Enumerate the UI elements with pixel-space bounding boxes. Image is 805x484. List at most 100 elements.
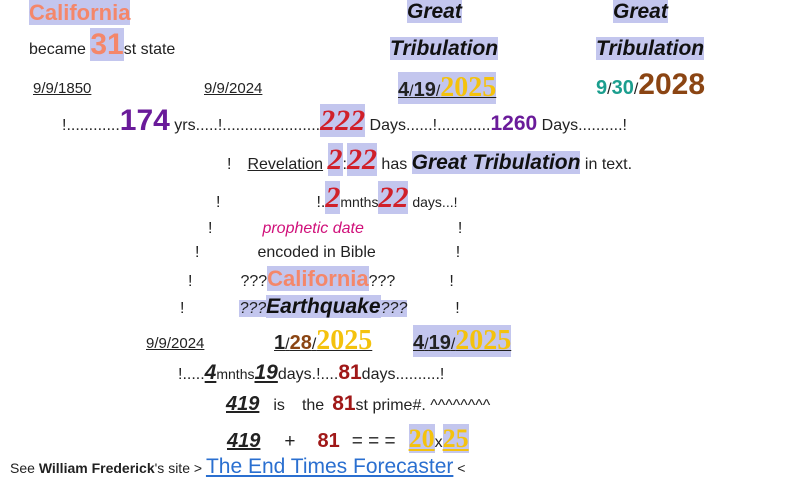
text: California xyxy=(267,266,369,291)
line: Tribulation xyxy=(390,37,499,61)
text: 2028 xyxy=(638,68,706,101)
text: ??? xyxy=(240,273,268,290)
text: 22 xyxy=(378,181,409,214)
text: 30 xyxy=(611,77,634,99)
text: 28 xyxy=(289,332,312,354)
text: / xyxy=(450,336,456,353)
text: 9/9/2024 xyxy=(146,335,205,352)
line: ! ???California???! xyxy=(188,266,454,291)
text: 22 xyxy=(346,143,377,176)
text: 4 xyxy=(204,361,217,384)
text: William Frederick xyxy=(38,460,155,476)
text: See xyxy=(10,460,39,476)
line: 9/9/1850 xyxy=(33,80,91,97)
text: 's site > xyxy=(154,460,206,476)
text: < xyxy=(453,460,466,476)
text: Great Tribulation xyxy=(411,151,581,174)
text: ! xyxy=(449,273,454,290)
text: 419 xyxy=(227,430,261,452)
text: ??? xyxy=(368,273,396,290)
text: ??? xyxy=(239,300,267,317)
link[interactable]: The End Times Forecaster xyxy=(205,455,454,478)
text: has xyxy=(376,156,412,173)
text: California xyxy=(29,0,131,25)
text: !..... xyxy=(178,366,205,383)
text: the xyxy=(301,397,325,414)
text: 2 xyxy=(325,181,341,214)
line: ! Revelation 2:22 has Great Tribulation i… xyxy=(227,143,632,178)
line: Great xyxy=(613,0,668,24)
text: + xyxy=(284,431,296,452)
line: !.....4mnths19days.!....81days..........… xyxy=(178,361,444,385)
line: 4/19/2025 xyxy=(398,72,497,105)
text: ! xyxy=(227,156,232,173)
text: : xyxy=(342,156,347,173)
text: became xyxy=(29,41,91,58)
text: Tribulation xyxy=(596,37,705,60)
text: days..........! xyxy=(361,366,445,383)
text: ??? xyxy=(380,300,408,317)
text: ! xyxy=(180,300,185,317)
text: x xyxy=(434,434,443,451)
line: 1/28/2025 xyxy=(274,325,372,357)
text: mnths xyxy=(340,194,379,210)
line: ! encoded in Bible! xyxy=(195,244,460,262)
text: days.!.... xyxy=(277,366,339,383)
text: Great xyxy=(407,0,462,23)
line: 9/9/2024 xyxy=(146,335,204,352)
text: 1 xyxy=(274,332,286,354)
text: Tribulation xyxy=(390,37,499,60)
text: ! xyxy=(195,244,200,261)
text: days...! xyxy=(408,194,458,210)
line: Great xyxy=(407,0,462,24)
text: Days......!............ xyxy=(365,117,491,134)
line: Tribulation xyxy=(596,37,705,61)
text: st state xyxy=(123,41,176,58)
text: 19 xyxy=(413,79,436,101)
text: / xyxy=(409,83,414,100)
text: is xyxy=(273,397,285,414)
text: = = = xyxy=(351,431,396,452)
text: ! xyxy=(208,220,213,237)
text: encoded in Bible xyxy=(257,244,376,261)
line: 419 is the 81st prime#. ^^^^^^^^ xyxy=(226,392,490,416)
text: 174 xyxy=(119,104,170,137)
line: 9/9/2024 xyxy=(204,80,262,97)
line: ! ???Earthquake???! xyxy=(180,295,460,319)
text: 1260 xyxy=(490,112,538,135)
text: ! xyxy=(188,273,193,290)
text: / xyxy=(285,336,290,353)
text: 4 xyxy=(413,332,425,354)
line: ! !.2mnths22 days...! xyxy=(216,181,458,216)
text: 81 xyxy=(317,430,340,452)
text: 419 xyxy=(226,393,260,415)
text: Earthquake xyxy=(266,295,381,318)
line: became 31st state xyxy=(29,28,175,63)
text: 81 xyxy=(338,361,362,384)
text: / xyxy=(607,81,612,98)
text: ! xyxy=(455,300,460,317)
text: ! xyxy=(216,194,221,211)
text: ! xyxy=(457,220,463,237)
text: mnths xyxy=(216,366,255,382)
text: 20 xyxy=(408,424,435,453)
text: 222 xyxy=(320,104,366,137)
line: See William Frederick's site > The End T… xyxy=(10,455,465,479)
text: in text. xyxy=(580,156,633,173)
text: 2 xyxy=(327,143,343,176)
line: !............174 yrs.....!..............… xyxy=(62,104,627,139)
text: ! xyxy=(455,244,461,261)
text: 9 xyxy=(596,77,608,99)
text: 25 xyxy=(442,424,469,453)
text: st prime#. ^^^^^^^^ xyxy=(355,397,491,414)
text: 9/9/2024 xyxy=(204,80,263,97)
line: ! prophetic date! xyxy=(208,220,462,238)
line: 419 +81 = = = 20x25 xyxy=(227,424,469,454)
text: Great xyxy=(613,0,668,23)
text: 19 xyxy=(428,332,451,354)
text: !............ xyxy=(62,117,120,134)
text: / xyxy=(633,81,639,98)
line: 9/30/2028 xyxy=(596,68,705,103)
text: !. xyxy=(316,194,326,211)
